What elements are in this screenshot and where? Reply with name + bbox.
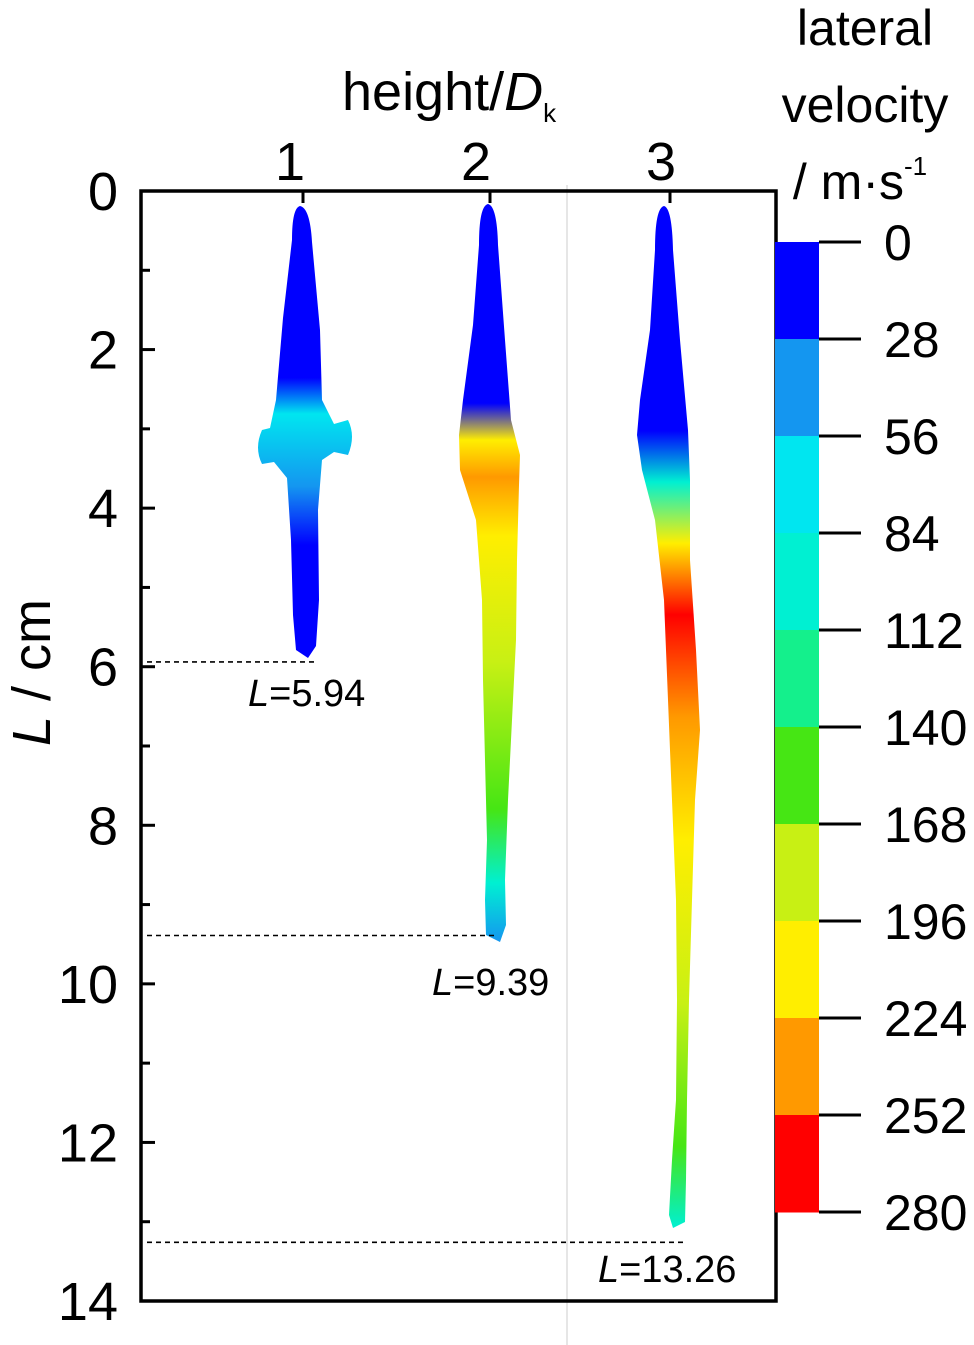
colorbar-label-0: 0 (884, 215, 912, 271)
penetration-label-1: L=5.94 (248, 673, 365, 715)
colorbar-label-140: 140 (884, 700, 967, 756)
x-tick-label-1: 1 (275, 132, 305, 192)
x-axis-title: height/Dk (342, 62, 557, 128)
y-tick-label-14: 14 (58, 1272, 118, 1332)
y-axis-title: L / cm (2, 599, 62, 746)
colorbar-segment-8 (775, 1018, 819, 1116)
colorbar-labels: 0 28 56 84 112 140 168 196 224 252 280 (819, 215, 967, 1241)
jet-profile-3 (637, 206, 700, 1228)
x-tick-label-2: 2 (461, 132, 491, 192)
colorbar-title-line-3: / m·s-1 (793, 151, 927, 210)
colorbar-segment-2 (775, 436, 819, 534)
jet-profile-2 (459, 204, 520, 942)
colorbar-label-252: 252 (884, 1088, 967, 1144)
penetration-lines (147, 661, 684, 1244)
colorbar-label-56: 56 (884, 409, 940, 465)
colorbar-label-28: 28 (884, 312, 940, 368)
colorbar-segment-7 (775, 921, 819, 1019)
colorbar-segment-3 (775, 533, 819, 631)
colorbar-segment-0 (775, 242, 819, 340)
jet-profile-1 (258, 206, 352, 658)
y-tick-label-6: 6 (88, 638, 118, 698)
x-tick-label-3: 3 (646, 132, 676, 192)
colorbar-label-224: 224 (884, 991, 967, 1047)
colorbar-label-168: 168 (884, 797, 967, 853)
colorbar-label-196: 196 (884, 894, 967, 950)
y-tick-label-0: 0 (88, 162, 118, 222)
colorbar-label-112: 112 (884, 603, 964, 659)
jets (258, 204, 700, 1228)
colorbar-segment-1 (775, 339, 819, 437)
colorbar-title-line-2: velocity (782, 77, 949, 133)
colorbar-segment-4 (775, 630, 819, 728)
y-tick-label-4: 4 (88, 479, 118, 539)
colorbar-segment-9 (775, 1115, 819, 1213)
y-tick-label-12: 12 (58, 1113, 118, 1173)
y-tick-label-8: 8 (88, 796, 118, 856)
penetration-label-2: L=9.39 (432, 962, 549, 1004)
colorbar (775, 242, 819, 1213)
x-axis-ticks: 1 2 3 (275, 132, 676, 203)
colorbar-segment-6 (775, 824, 819, 922)
y-tick-label-2: 2 (88, 321, 118, 381)
colorbar-label-84: 84 (884, 506, 940, 562)
y-tick-label-10: 10 (58, 955, 118, 1015)
colorbar-title: lateral velocity / m·s-1 (782, 0, 949, 210)
colorbar-segment-5 (775, 727, 819, 825)
colorbar-title-line-1: lateral (797, 0, 933, 56)
y-axis-ticks: 0 2 4 6 8 10 12 14 (58, 162, 155, 1332)
colorbar-label-280: 280 (884, 1185, 967, 1241)
penetration-label-3: L=13.26 (598, 1249, 736, 1291)
